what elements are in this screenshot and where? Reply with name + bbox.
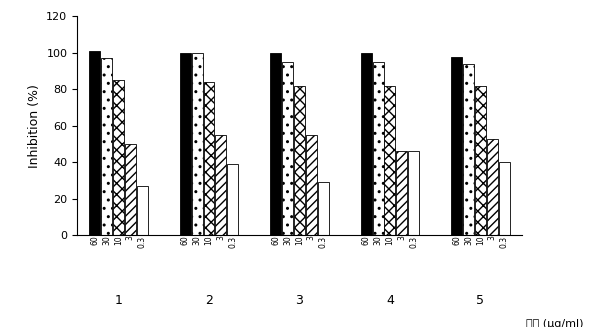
Bar bbox=[475, 86, 486, 235]
Bar bbox=[180, 53, 191, 235]
Bar bbox=[282, 62, 293, 235]
Text: 농도 (μg/ml): 농도 (μg/ml) bbox=[527, 319, 584, 327]
Bar bbox=[451, 57, 462, 235]
Text: 3: 3 bbox=[295, 294, 304, 307]
Text: 4: 4 bbox=[386, 294, 394, 307]
Bar bbox=[306, 135, 317, 235]
Bar bbox=[113, 80, 124, 235]
Bar bbox=[294, 86, 305, 235]
Bar bbox=[90, 51, 100, 235]
Bar bbox=[270, 53, 281, 235]
Bar bbox=[487, 139, 498, 235]
Bar bbox=[396, 151, 407, 235]
Bar bbox=[499, 163, 509, 235]
Bar bbox=[361, 53, 372, 235]
Bar bbox=[384, 86, 396, 235]
Bar bbox=[137, 186, 148, 235]
Bar bbox=[408, 151, 419, 235]
Bar bbox=[215, 135, 227, 235]
Y-axis label: Inhibition (%): Inhibition (%) bbox=[28, 84, 41, 168]
Bar bbox=[318, 182, 329, 235]
Bar bbox=[125, 144, 136, 235]
Bar bbox=[101, 58, 112, 235]
Text: 5: 5 bbox=[476, 294, 484, 307]
Bar bbox=[463, 64, 474, 235]
Bar bbox=[192, 53, 203, 235]
Bar bbox=[227, 164, 238, 235]
Text: 2: 2 bbox=[205, 294, 213, 307]
Bar bbox=[203, 82, 215, 235]
Text: 1: 1 bbox=[114, 294, 123, 307]
Bar bbox=[372, 62, 384, 235]
